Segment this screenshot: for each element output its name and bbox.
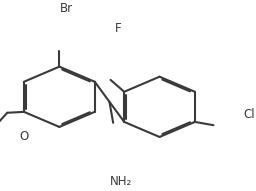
Text: F: F: [115, 22, 121, 35]
Text: O: O: [20, 130, 29, 143]
Text: Cl: Cl: [244, 108, 255, 121]
Text: NH₂: NH₂: [110, 175, 132, 188]
Text: Br: Br: [60, 2, 73, 15]
